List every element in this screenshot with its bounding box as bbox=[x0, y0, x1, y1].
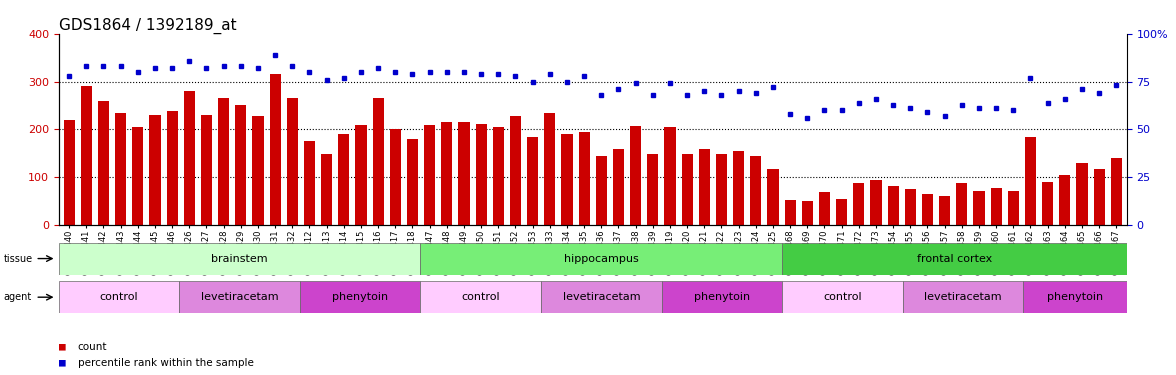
Bar bbox=[339, 134, 349, 225]
Bar bbox=[421, 281, 541, 313]
Bar bbox=[561, 134, 573, 225]
Bar bbox=[956, 183, 968, 225]
Bar bbox=[784, 200, 796, 225]
Bar bbox=[132, 127, 143, 225]
Bar bbox=[269, 74, 281, 225]
Bar bbox=[459, 122, 469, 225]
Bar bbox=[903, 281, 1023, 313]
Text: levetiracetam: levetiracetam bbox=[201, 292, 279, 302]
Bar bbox=[183, 91, 195, 225]
Bar bbox=[287, 98, 298, 225]
Bar bbox=[854, 183, 864, 225]
Bar bbox=[782, 281, 903, 313]
Text: phenytoin: phenytoin bbox=[332, 292, 388, 302]
Bar bbox=[990, 188, 1002, 225]
Bar bbox=[303, 141, 315, 225]
Text: ■: ■ bbox=[59, 342, 66, 352]
Bar bbox=[59, 243, 421, 274]
Bar bbox=[664, 127, 675, 225]
Bar bbox=[441, 122, 453, 225]
Bar bbox=[768, 169, 779, 225]
Bar bbox=[904, 189, 916, 225]
Bar bbox=[475, 124, 487, 225]
Bar bbox=[699, 148, 710, 225]
Text: hippocampus: hippocampus bbox=[564, 254, 639, 264]
Text: levetiracetam: levetiracetam bbox=[924, 292, 1002, 302]
Text: brainstem: brainstem bbox=[212, 254, 268, 264]
Bar bbox=[167, 111, 178, 225]
Bar bbox=[922, 194, 933, 225]
Text: tissue: tissue bbox=[4, 254, 33, 264]
Bar bbox=[218, 98, 229, 225]
Bar bbox=[300, 281, 421, 313]
Bar bbox=[682, 154, 693, 225]
Text: control: control bbox=[823, 292, 862, 302]
Text: phenytoin: phenytoin bbox=[694, 292, 750, 302]
Bar bbox=[1025, 136, 1036, 225]
Text: phenytoin: phenytoin bbox=[1047, 292, 1103, 302]
Bar bbox=[544, 112, 555, 225]
Bar bbox=[716, 154, 727, 225]
Bar bbox=[888, 186, 898, 225]
Bar bbox=[1094, 169, 1104, 225]
Bar bbox=[647, 154, 659, 225]
Bar bbox=[373, 98, 383, 225]
Bar bbox=[389, 129, 401, 225]
Bar bbox=[59, 281, 180, 313]
Bar bbox=[870, 180, 882, 225]
Bar bbox=[180, 281, 300, 313]
Bar bbox=[253, 116, 263, 225]
Bar bbox=[596, 156, 607, 225]
Text: frontal cortex: frontal cortex bbox=[917, 254, 993, 264]
Bar bbox=[81, 86, 92, 225]
Bar bbox=[1042, 182, 1054, 225]
Bar bbox=[64, 120, 75, 225]
Bar bbox=[1060, 175, 1070, 225]
Text: GDS1864 / 1392189_at: GDS1864 / 1392189_at bbox=[59, 18, 236, 34]
Bar bbox=[421, 243, 782, 274]
Bar bbox=[1076, 163, 1088, 225]
Bar bbox=[321, 154, 332, 225]
Bar bbox=[115, 112, 126, 225]
Bar bbox=[201, 115, 212, 225]
Bar bbox=[818, 192, 830, 225]
Bar bbox=[974, 190, 984, 225]
Text: agent: agent bbox=[4, 292, 32, 302]
Text: control: control bbox=[100, 292, 139, 302]
Bar bbox=[750, 156, 761, 225]
Bar bbox=[98, 101, 109, 225]
Bar bbox=[407, 139, 417, 225]
Bar bbox=[541, 281, 662, 313]
Bar bbox=[510, 116, 521, 225]
Bar bbox=[355, 124, 367, 225]
Bar bbox=[579, 132, 589, 225]
Bar bbox=[630, 126, 641, 225]
Bar bbox=[425, 124, 435, 225]
Bar bbox=[1110, 158, 1122, 225]
Text: count: count bbox=[78, 342, 107, 352]
Bar bbox=[662, 281, 782, 313]
Bar bbox=[836, 199, 847, 225]
Bar bbox=[1023, 281, 1127, 313]
Text: ■: ■ bbox=[59, 358, 66, 368]
Bar bbox=[733, 151, 744, 225]
Bar bbox=[493, 127, 503, 225]
Bar bbox=[1008, 190, 1018, 225]
Bar bbox=[613, 148, 624, 225]
Bar bbox=[527, 136, 539, 225]
Text: percentile rank within the sample: percentile rank within the sample bbox=[78, 358, 254, 368]
Bar bbox=[149, 115, 160, 225]
Bar bbox=[940, 196, 950, 225]
Bar bbox=[782, 243, 1127, 274]
Text: levetiracetam: levetiracetam bbox=[562, 292, 640, 302]
Bar bbox=[235, 105, 246, 225]
Text: control: control bbox=[461, 292, 500, 302]
Bar bbox=[802, 201, 813, 225]
